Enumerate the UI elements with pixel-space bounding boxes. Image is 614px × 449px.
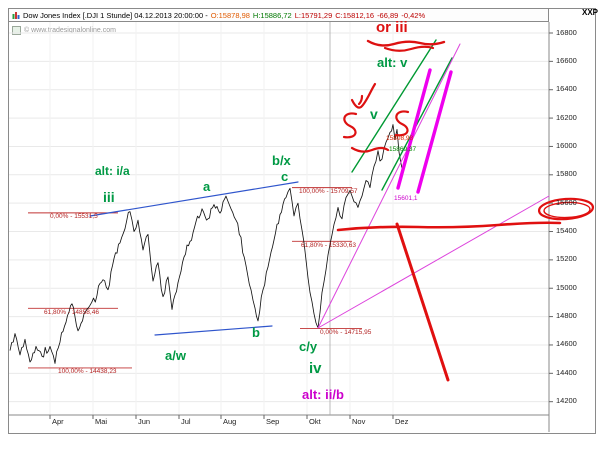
copyright-watermark: © www.tradesignalonline.com xyxy=(12,26,116,35)
time-axis[interactable] xyxy=(9,415,549,432)
globe-icon xyxy=(12,26,21,35)
title-segment: -0,42% xyxy=(401,10,426,20)
title-text: Dow Jones Index [.DJI 1 Stunde] 04.12.20… xyxy=(23,11,428,20)
chart-icon xyxy=(12,12,20,19)
title-segment: O:15878,98 xyxy=(210,10,250,20)
chart-plot-area[interactable] xyxy=(9,22,549,415)
title-segment: L:15791,29 xyxy=(294,10,333,20)
copyright-text: © www.tradesignalonline.com xyxy=(24,27,116,34)
title-segment: -66,89 xyxy=(377,10,399,20)
axis-corner-label: XXP xyxy=(582,8,599,17)
price-axis[interactable] xyxy=(550,22,596,415)
window-titlebar[interactable]: Dow Jones Index [.DJI 1 Stunde] 04.12.20… xyxy=(9,9,549,22)
title-segment: C:15812,16 xyxy=(335,10,375,20)
title-segment: Dow Jones Index [.DJI 1 Stunde] 04.12.20… xyxy=(23,10,208,20)
title-segment: H:15886,72 xyxy=(252,10,292,20)
